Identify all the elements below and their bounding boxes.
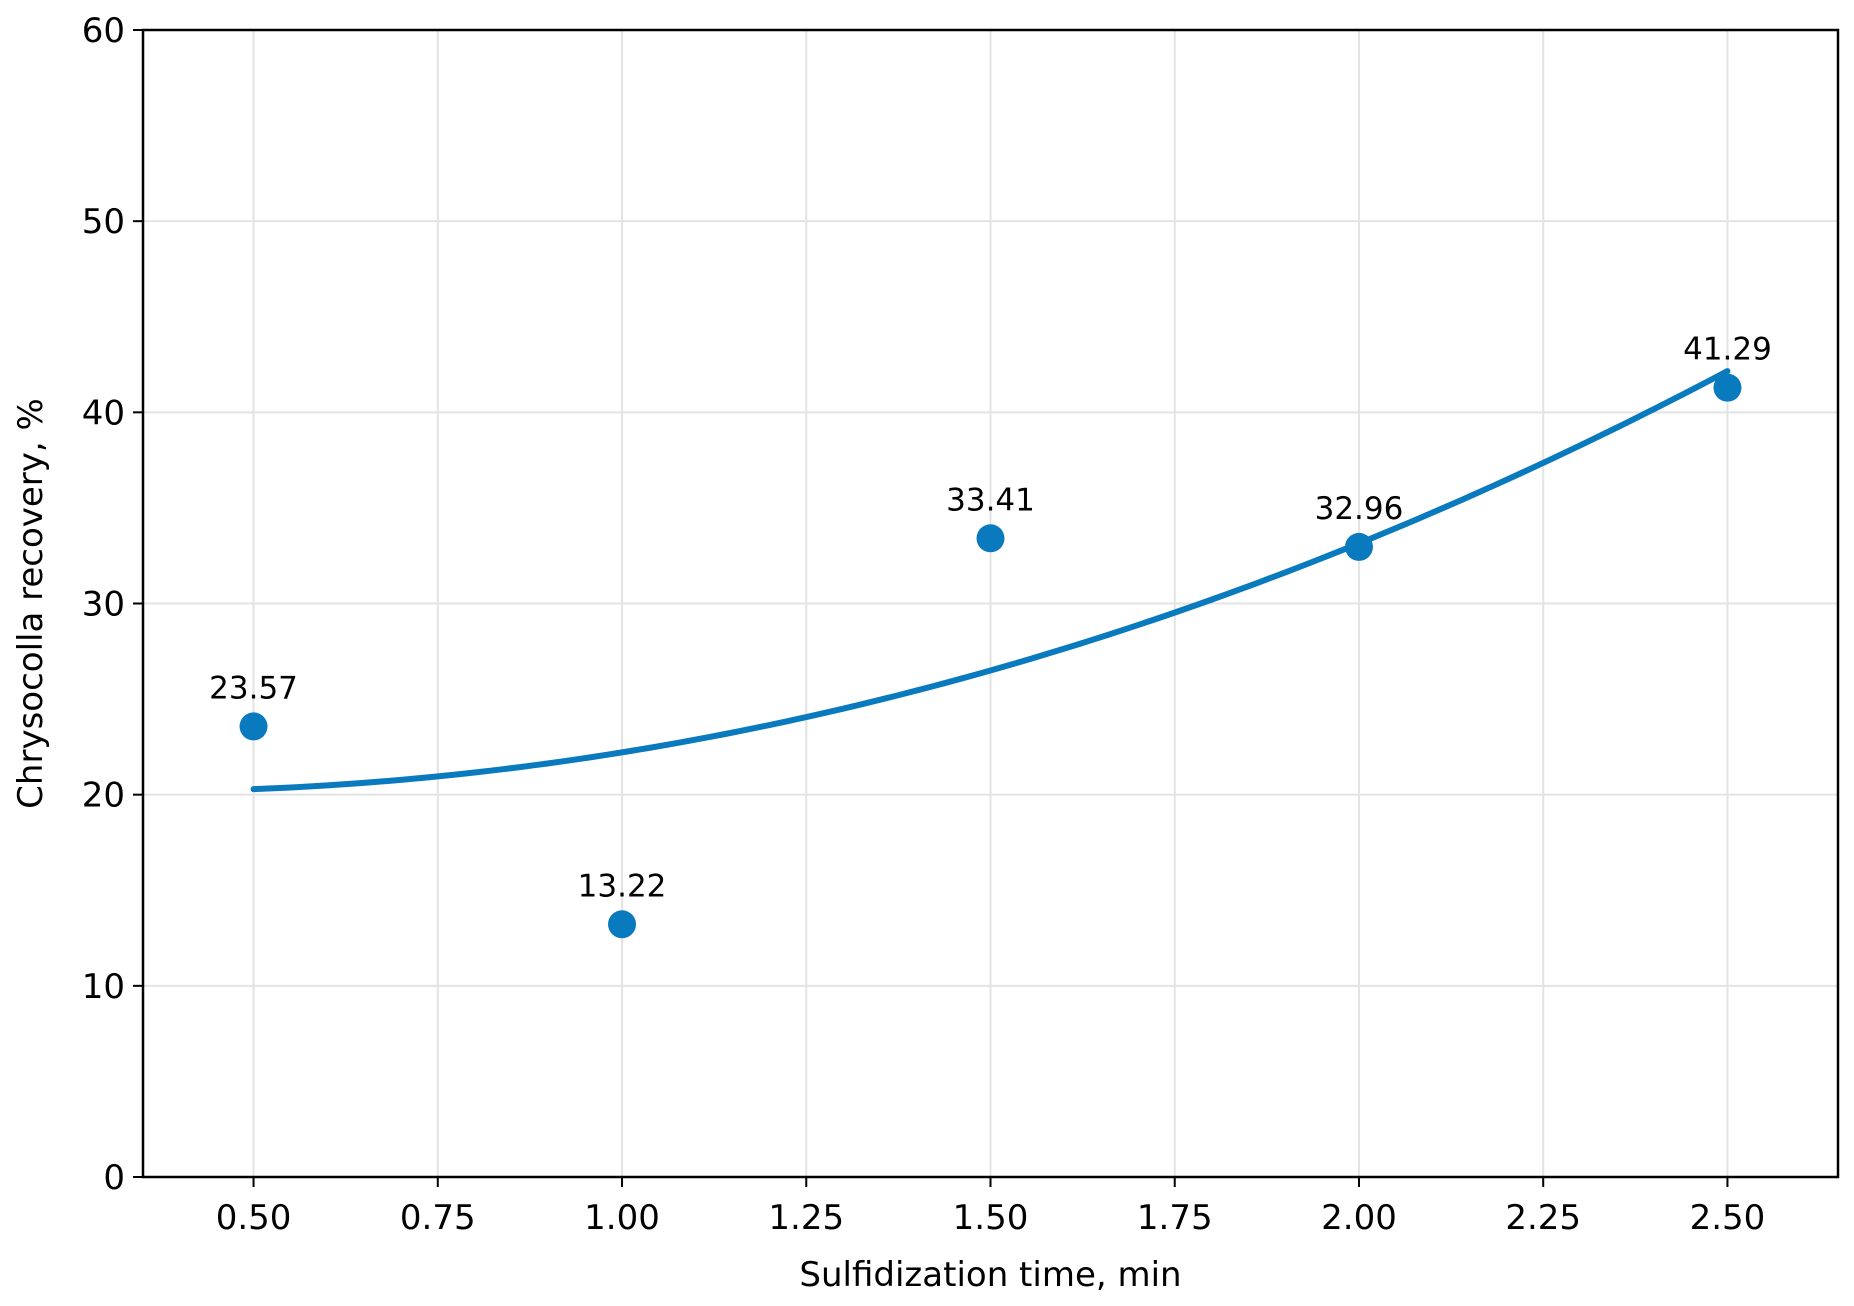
x-tick-label: 1.50 <box>953 1198 1029 1238</box>
data-points-layer <box>239 373 1742 939</box>
data-point <box>976 524 1005 553</box>
y-tick-label: 30 <box>82 585 125 625</box>
data-point <box>239 712 268 741</box>
x-axis-title: Sulfidization time, min <box>799 1255 1181 1295</box>
x-tick-label: 0.50 <box>216 1198 292 1238</box>
y-tick-label: 0 <box>103 1158 125 1198</box>
x-tick-label: 1.75 <box>1137 1198 1213 1238</box>
data-label: 13.22 <box>578 868 667 904</box>
x-tick-label: 2.00 <box>1321 1198 1397 1238</box>
x-tick-label: 1.00 <box>584 1198 660 1238</box>
x-tick-label: 2.25 <box>1505 1198 1581 1238</box>
y-tick-label: 40 <box>82 393 125 433</box>
fit-curve-layer <box>250 368 1731 793</box>
data-point <box>1344 532 1373 561</box>
x-tick-label: 2.50 <box>1690 1198 1766 1238</box>
y-tick-label: 20 <box>82 776 125 816</box>
data-point <box>1713 373 1742 402</box>
data-label: 23.57 <box>209 670 298 706</box>
x-tick-label: 0.75 <box>400 1198 476 1238</box>
axes: 0.50 0.75 1.00 1.25 1.50 1.75 2.00 2.25 2.50 0 10 2… <box>82 11 1766 1238</box>
data-label: 33.41 <box>946 482 1035 518</box>
data-label: 32.96 <box>1315 491 1404 527</box>
grid <box>143 29 1838 1178</box>
y-axis-title: Chrysocolla recovery, % <box>11 398 51 809</box>
fit-curve <box>250 368 1731 793</box>
y-tick-label: 10 <box>82 967 125 1007</box>
data-labels-layer: 23.57 13.22 33.41 32.96 41.29 <box>209 332 1772 905</box>
y-tick-label: 60 <box>82 11 125 51</box>
data-label: 41.29 <box>1683 332 1772 368</box>
x-tick-label: 1.25 <box>768 1198 844 1238</box>
data-point <box>608 910 637 939</box>
y-tick-label: 50 <box>82 202 125 242</box>
